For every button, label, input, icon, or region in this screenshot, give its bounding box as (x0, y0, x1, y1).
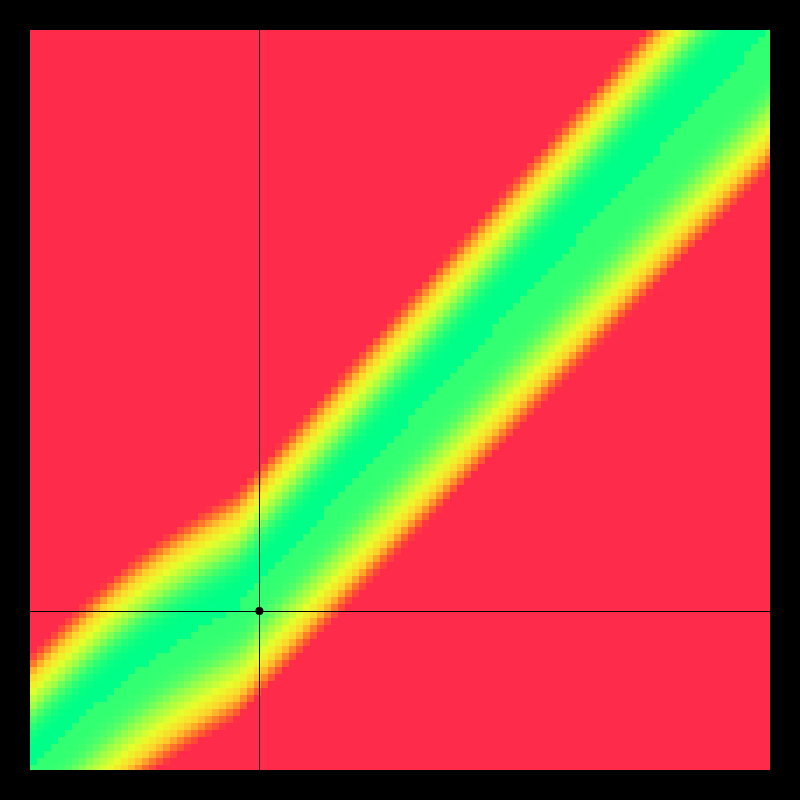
chart-root: TheBottleneck.com (0, 0, 800, 800)
heatmap-canvas (0, 0, 800, 800)
watermark-text: TheBottleneck.com (559, 6, 775, 34)
